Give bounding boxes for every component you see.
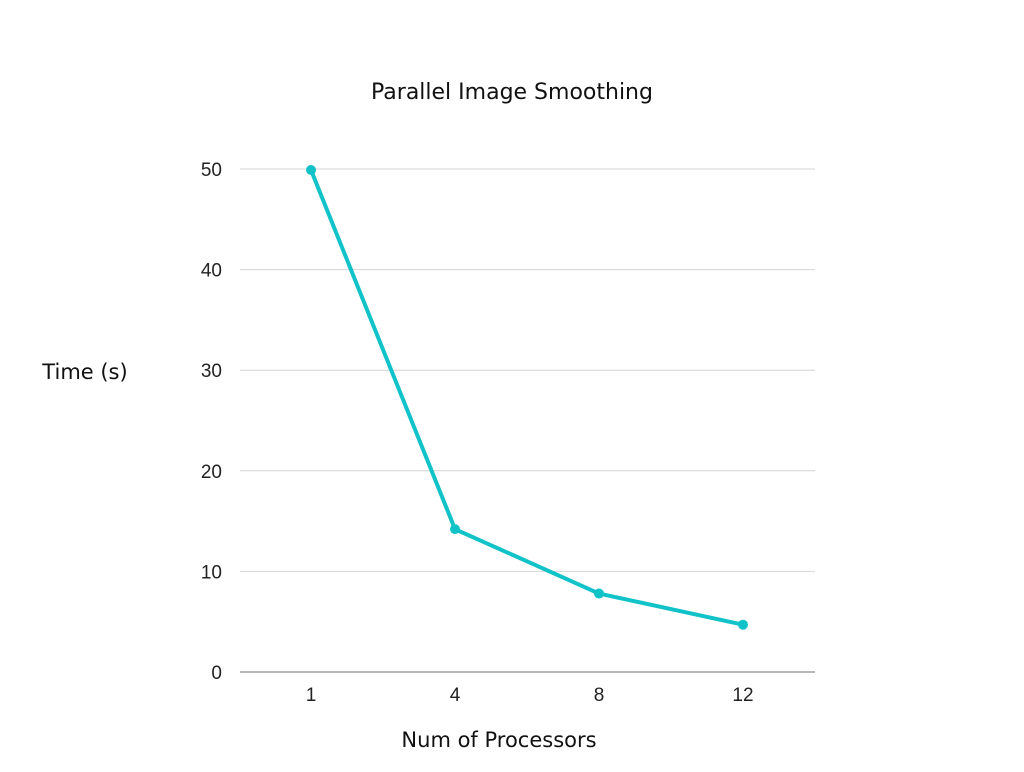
data-point-1 [306,165,316,176]
x-axis-ticks: 1 4 8 12 [306,685,754,706]
y-tick-label-0: 0 [211,663,222,684]
x-tick-label-12: 12 [732,685,753,706]
x-tick-label-8: 8 [594,685,605,706]
gridlines [240,168,815,673]
chart-title: Parallel Image Smoothing [371,80,653,105]
data-point-4 [450,524,460,535]
y-axis-ticks: 0 10 20 30 40 50 [201,160,222,684]
y-tick-label-30: 30 [201,361,222,382]
data-series [306,165,748,630]
x-tick-label-4: 4 [450,685,461,706]
y-tick-label-50: 50 [201,160,222,181]
x-axis-title: Num of Processors [401,728,596,752]
y-axis-title: Time (s) [41,360,127,384]
y-tick-label-40: 40 [201,261,222,282]
y-tick-label-10: 10 [201,562,222,583]
y-tick-label-20: 20 [201,462,222,483]
x-tick-label-1: 1 [306,685,317,706]
data-point-8 [594,588,604,599]
data-point-12 [738,619,748,630]
series-line-0 [309,168,745,627]
